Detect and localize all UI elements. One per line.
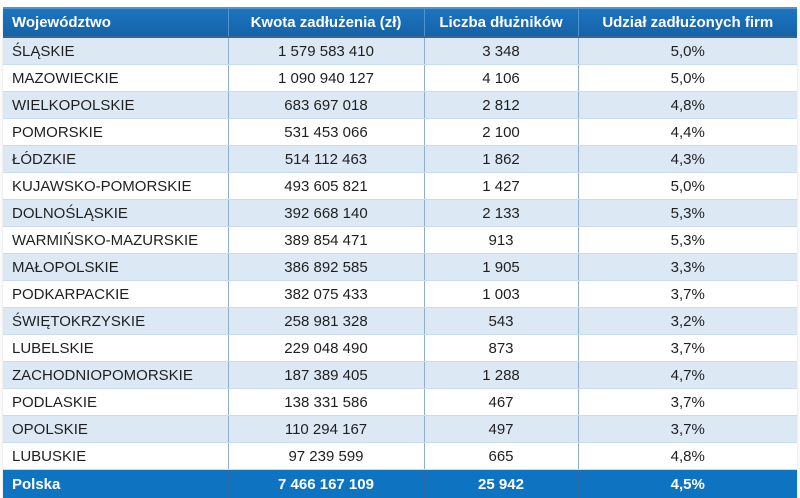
total-label: Polska [3,470,228,498]
table-row: KUJAWSKO-POMORSKIE 493 605 821 1 427 5,0… [3,173,797,200]
table-row: ŚLĄSKIE 1 579 583 410 3 348 5,0% [3,37,797,65]
table-row: DOLNOŚLĄSKIE 392 668 140 2 133 5,3% [3,200,797,227]
table-row: OPOLSKIE 110 294 167 497 3,7% [3,416,797,443]
cell-debtors: 2 100 [424,119,578,146]
table-row: MAŁOPOLSKIE 386 892 585 1 905 3,3% [3,254,797,281]
cell-region: PODKARPACKIE [3,281,228,308]
cell-region: MAZOWIECKIE [3,65,228,92]
total-share: 4,5% [578,470,797,498]
table-row: MAZOWIECKIE 1 090 940 127 4 106 5,0% [3,65,797,92]
cell-amount: 392 668 140 [228,200,424,227]
cell-debtors: 497 [424,416,578,443]
voivodeship-debt-table: Województwo Kwota zadłużenia (zł) Liczba… [3,7,797,498]
cell-debtors: 4 106 [424,65,578,92]
cell-share: 4,8% [578,92,797,119]
table-footer: Polska 7 466 167 109 25 942 4,5% [3,470,797,498]
cell-amount: 97 239 599 [228,443,424,470]
cell-debtors: 1 427 [424,173,578,200]
cell-share: 4,3% [578,146,797,173]
cell-debtors: 1 288 [424,362,578,389]
table-row: ŁÓDZKIE 514 112 463 1 862 4,3% [3,146,797,173]
cell-region: PODLASKIE [3,389,228,416]
table-row: ŚWIĘTOKRZYSKIE 258 981 328 543 3,2% [3,308,797,335]
cell-amount: 258 981 328 [228,308,424,335]
cell-region: MAŁOPOLSKIE [3,254,228,281]
cell-share: 3,7% [578,335,797,362]
cell-share: 5,0% [578,65,797,92]
cell-amount: 683 697 018 [228,92,424,119]
cell-share: 3,2% [578,308,797,335]
cell-region: DOLNOŚLĄSKIE [3,200,228,227]
table-row: LUBELSKIE 229 048 490 873 3,7% [3,335,797,362]
cell-debtors: 467 [424,389,578,416]
table-row: WIELKOPOLSKIE 683 697 018 2 812 4,8% [3,92,797,119]
cell-region: KUJAWSKO-POMORSKIE [3,173,228,200]
cell-debtors: 2 133 [424,200,578,227]
cell-amount: 1 579 583 410 [228,37,424,65]
cell-region: POMORSKIE [3,119,228,146]
cell-debtors: 3 348 [424,37,578,65]
cell-share: 5,0% [578,37,797,65]
column-header-region: Województwo [3,8,228,37]
table-row: PODKARPACKIE 382 075 433 1 003 3,7% [3,281,797,308]
cell-region: ZACHODNIOPOMORSKIE [3,362,228,389]
cell-region: WARMIŃSKO-MAZURSKIE [3,227,228,254]
cell-amount: 389 854 471 [228,227,424,254]
cell-region: OPOLSKIE [3,416,228,443]
cell-share: 4,8% [578,443,797,470]
cell-region: LUBUSKIE [3,443,228,470]
cell-share: 3,3% [578,254,797,281]
cell-share: 5,0% [578,173,797,200]
cell-share: 5,3% [578,200,797,227]
cell-debtors: 665 [424,443,578,470]
cell-region: ŁÓDZKIE [3,146,228,173]
cell-region: WIELKOPOLSKIE [3,92,228,119]
table-row: PODLASKIE 138 331 586 467 3,7% [3,389,797,416]
cell-amount: 1 090 940 127 [228,65,424,92]
cell-region: ŚWIĘTOKRZYSKIE [3,308,228,335]
total-amount: 7 466 167 109 [228,470,424,498]
cell-amount: 382 075 433 [228,281,424,308]
cell-amount: 386 892 585 [228,254,424,281]
cell-share: 3,7% [578,389,797,416]
table-row: POMORSKIE 531 453 066 2 100 4,4% [3,119,797,146]
header-row: Województwo Kwota zadłużenia (zł) Liczba… [3,8,797,37]
cell-debtors: 1 003 [424,281,578,308]
cell-debtors: 913 [424,227,578,254]
table-row: ZACHODNIOPOMORSKIE 187 389 405 1 288 4,7… [3,362,797,389]
cell-debtors: 543 [424,308,578,335]
cell-share: 4,7% [578,362,797,389]
cell-amount: 110 294 167 [228,416,424,443]
cell-debtors: 1 905 [424,254,578,281]
column-header-debtors: Liczba dłużników [424,8,578,37]
cell-amount: 138 331 586 [228,389,424,416]
column-header-share: Udział zadłużonych firm [578,8,797,37]
cell-debtors: 873 [424,335,578,362]
cell-debtors: 1 862 [424,146,578,173]
cell-share: 3,7% [578,416,797,443]
total-row: Polska 7 466 167 109 25 942 4,5% [3,470,797,498]
cell-amount: 229 048 490 [228,335,424,362]
cell-amount: 493 605 821 [228,173,424,200]
cell-amount: 187 389 405 [228,362,424,389]
cell-region: ŚLĄSKIE [3,37,228,65]
cell-debtors: 2 812 [424,92,578,119]
cell-amount: 514 112 463 [228,146,424,173]
table-row: WARMIŃSKO-MAZURSKIE 389 854 471 913 5,3% [3,227,797,254]
table-body: ŚLĄSKIE 1 579 583 410 3 348 5,0% MAZOWIE… [3,37,797,470]
table-row: LUBUSKIE 97 239 599 665 4,8% [3,443,797,470]
cell-share: 4,4% [578,119,797,146]
cell-share: 3,7% [578,281,797,308]
cell-share: 5,3% [578,227,797,254]
table-header: Województwo Kwota zadłużenia (zł) Liczba… [3,8,797,37]
column-header-amount: Kwota zadłużenia (zł) [228,8,424,37]
total-debtors: 25 942 [424,470,578,498]
cell-region: LUBELSKIE [3,335,228,362]
cell-amount: 531 453 066 [228,119,424,146]
